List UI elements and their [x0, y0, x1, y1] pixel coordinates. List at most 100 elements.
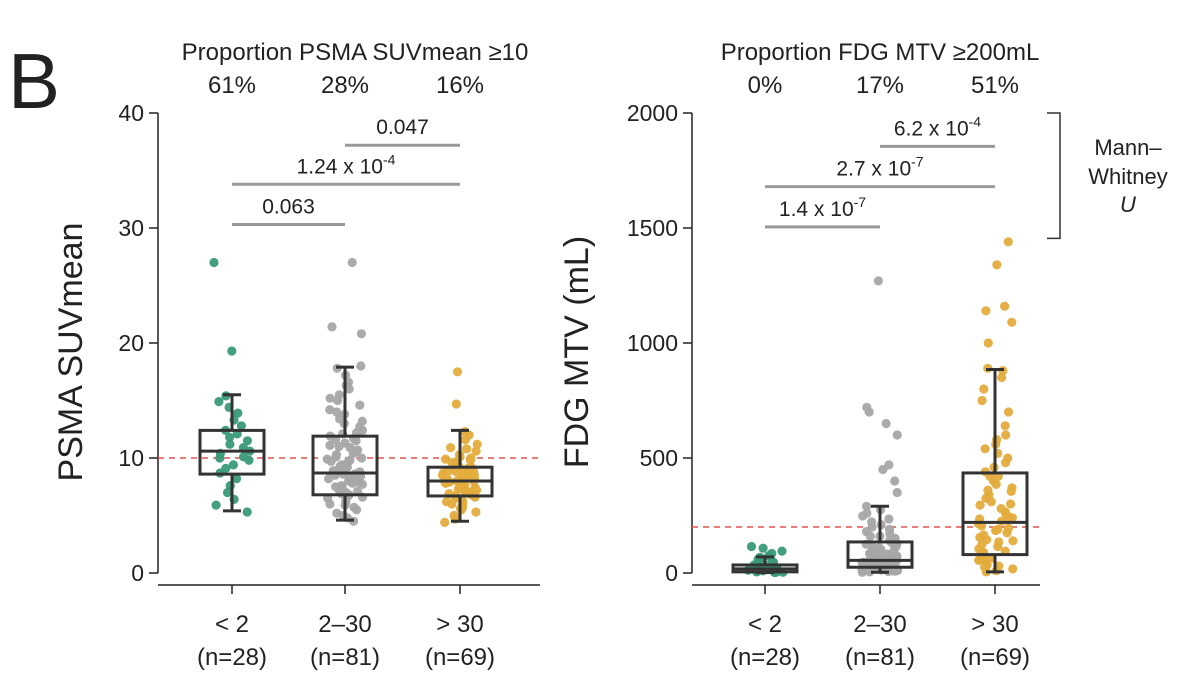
data-point [225, 432, 235, 442]
y-tick-label: 0 [131, 560, 144, 586]
y-tick-label: 2000 [627, 100, 678, 126]
data-point [884, 460, 894, 470]
proportion-title: Proportion FDG MTV ≥200mL [721, 39, 1040, 66]
y-axis-title: FDG MTV (mL) [558, 236, 596, 468]
data-point [746, 541, 757, 552]
data-point [460, 481, 470, 491]
x-count-label: (n=81) [845, 644, 915, 671]
y-tick-label: 0 [665, 560, 678, 586]
data-point [325, 405, 335, 415]
p-value-label: 1.4 x 10-7 [779, 194, 866, 221]
panel-letter: B [8, 37, 60, 125]
data-point [446, 443, 456, 453]
data-point [211, 500, 221, 510]
data-point [881, 418, 891, 429]
p-value-label: 0.047 [376, 116, 429, 139]
data-point [997, 372, 1007, 383]
data-point [867, 517, 877, 527]
x-count-label: (n=28) [730, 644, 800, 671]
data-point [470, 484, 480, 494]
data-point [884, 514, 894, 524]
y-tick-label: 20 [118, 330, 144, 356]
proportion-title: Proportion PSMA SUVmean ≥10 [182, 39, 529, 66]
data-point [348, 448, 358, 458]
data-point [242, 507, 252, 517]
data-point [471, 446, 481, 456]
data-point [209, 257, 219, 268]
data-point [873, 276, 884, 286]
y-axis-title: PSMA SUVmean [52, 223, 90, 482]
data-point [331, 450, 341, 460]
data-point [214, 397, 224, 407]
y-tick-label: 1500 [627, 215, 678, 241]
proportion-value: 0% [748, 72, 783, 99]
proportion-value: 17% [856, 72, 904, 99]
data-point [332, 407, 342, 417]
x-tick-label: < 2 [215, 611, 249, 638]
data-point [227, 346, 237, 356]
fdg-mtv-panel: Proportion FDG MTV ≥200mL 0% 17% 51% 0 500 100… [558, 39, 1168, 671]
data-point [1008, 564, 1018, 574]
x-tick-label: > 30 [971, 611, 1018, 638]
data-point [356, 329, 366, 339]
data-point [1008, 536, 1018, 546]
data-point [471, 507, 481, 517]
data-point [890, 476, 900, 486]
x-count-label: (n=28) [197, 644, 267, 671]
data-point [993, 524, 1003, 534]
data-point [1000, 421, 1010, 431]
proportion-value: 51% [971, 72, 1019, 99]
data-point [472, 439, 482, 449]
data-point [892, 430, 902, 440]
data-point [1003, 237, 1013, 247]
data-point [975, 500, 985, 510]
x-tick-label: 2–30 [318, 611, 371, 638]
data-point [334, 441, 344, 452]
data-point [332, 508, 342, 518]
x-count-label: (n=69) [425, 644, 495, 671]
data-point [980, 444, 990, 454]
data-point [325, 393, 335, 403]
data-point [862, 402, 872, 412]
data-point [758, 543, 768, 553]
data-point [983, 338, 993, 348]
x-count-label: (n=81) [310, 644, 380, 671]
x-tick-label: > 30 [436, 611, 483, 638]
test-label: Whitney [1088, 164, 1167, 189]
data-point [452, 367, 463, 377]
data-point [1007, 483, 1017, 493]
data-point [992, 260, 1002, 270]
x-count-label: (n=69) [960, 644, 1030, 671]
data-point [447, 458, 457, 468]
test-bracket [1047, 112, 1061, 240]
data-point [327, 322, 337, 332]
p-value-label: 6.2 x 10-4 [894, 113, 981, 140]
box-iqr [961, 471, 1029, 557]
data-point [992, 435, 1002, 445]
data-point [862, 508, 872, 518]
x-tick-label: 2–30 [853, 611, 906, 638]
data-point [979, 384, 989, 394]
data-point [462, 444, 472, 454]
box-iqr [311, 434, 379, 497]
data-point [357, 416, 367, 426]
data-point [1003, 523, 1014, 533]
x-tick-label: < 2 [748, 611, 782, 638]
data-point [322, 454, 332, 464]
data-point [447, 499, 457, 509]
data-point [357, 453, 367, 463]
data-point [231, 474, 242, 484]
data-point [994, 537, 1004, 547]
data-point [465, 455, 476, 465]
data-point [1006, 499, 1016, 509]
data-point [343, 476, 354, 486]
p-value-label: 0.063 [262, 196, 315, 219]
y-tick-label: 1000 [627, 330, 678, 356]
data-point [977, 395, 987, 406]
data-point [347, 257, 357, 268]
data-point [463, 469, 473, 479]
data-point [1007, 513, 1018, 523]
test-label: Mann– [1094, 135, 1162, 160]
data-point [222, 487, 233, 498]
